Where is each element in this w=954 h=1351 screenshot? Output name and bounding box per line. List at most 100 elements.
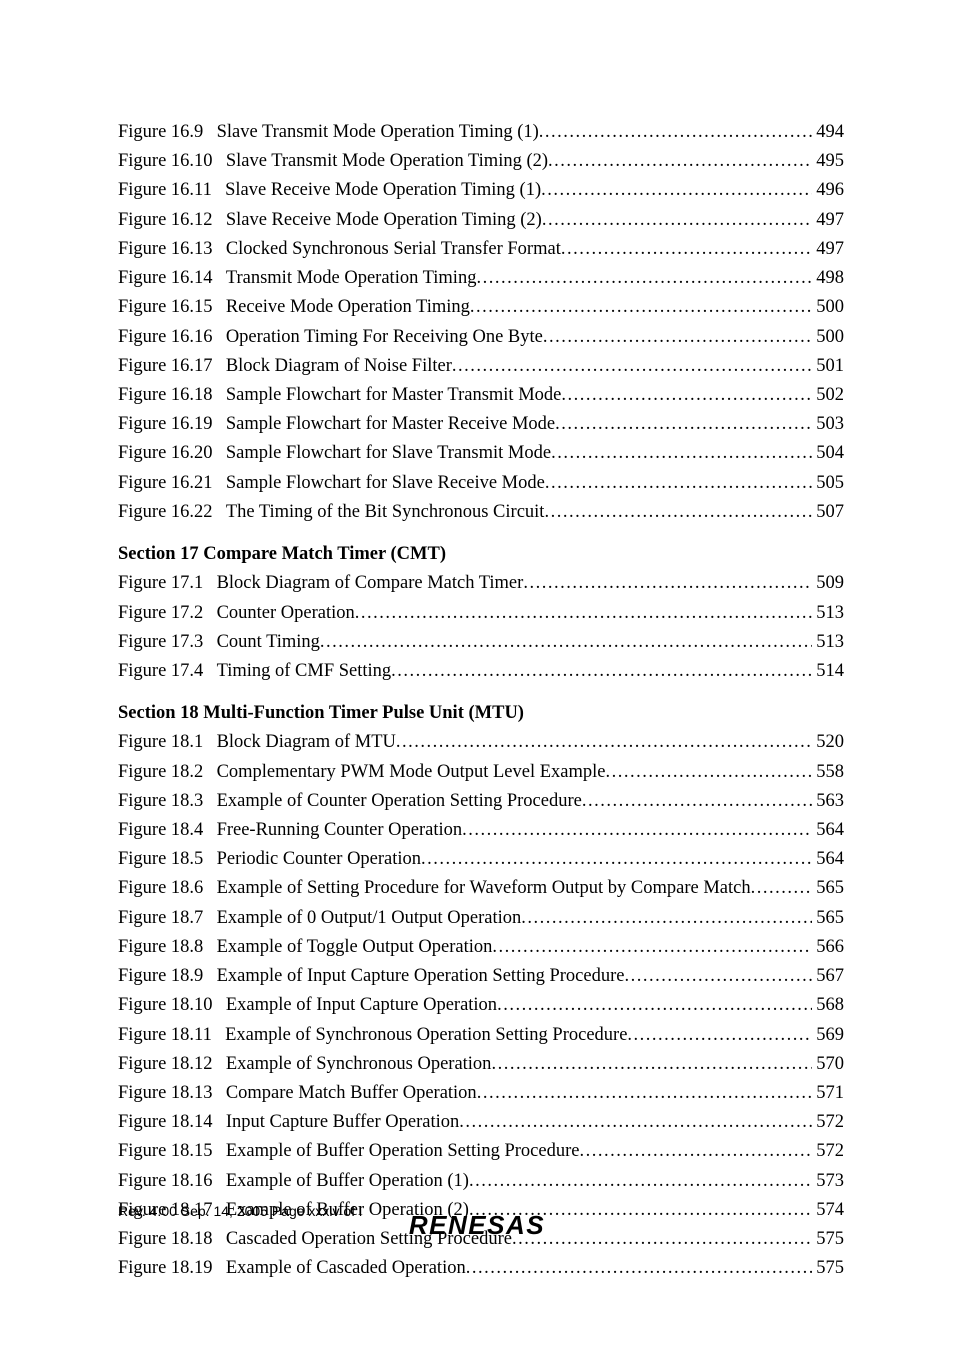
toc-leader-dots [751, 874, 813, 903]
toc-entry-label: Figure 16.9 [118, 118, 217, 147]
toc-entry-label: Figure 18.19 [118, 1254, 226, 1283]
toc-leader-dots [459, 1108, 812, 1137]
toc-leader-dots [497, 991, 812, 1020]
toc-entry-page: 495 [812, 147, 844, 176]
toc-leader-dots [355, 599, 812, 628]
toc-entry-page: 568 [812, 991, 844, 1020]
toc-entry-label: Figure 18.7 [118, 904, 217, 933]
toc-entry-page: 573 [812, 1167, 844, 1196]
toc-entry-page: 572 [812, 1137, 844, 1166]
toc-entry-title: Example of Setting Procedure for Wavefor… [217, 874, 751, 903]
toc-entry: Figure 18.19 Example of Cascaded Operati… [118, 1254, 844, 1283]
toc-entry: Figure 18.14 Input Capture Buffer Operat… [118, 1108, 844, 1137]
toc-leader-dots [523, 569, 812, 598]
toc-entry-title: Sample Flowchart for Master Receive Mode [226, 410, 555, 439]
toc-entry-page: 505 [812, 469, 844, 498]
toc-entry-title: Example of Counter Operation Setting Pro… [217, 787, 582, 816]
toc-entry-label: Figure 18.15 [118, 1137, 226, 1166]
toc-entry-page: 570 [812, 1050, 844, 1079]
toc-entry-page: 558 [812, 758, 844, 787]
toc-entry: Figure 18.5 Periodic Counter Operation56… [118, 845, 844, 874]
toc-entry-label: Figure 16.14 [118, 264, 226, 293]
toc-entry-title: Example of Buffer Operation Setting Proc… [226, 1137, 580, 1166]
toc-leader-dots [421, 845, 812, 874]
toc-entry-title: Example of 0 Output/1 Output Operation [217, 904, 522, 933]
toc-entry-label: Figure 18.18 [118, 1225, 226, 1254]
toc-entry-page: 575 [812, 1254, 844, 1283]
toc-entry-title: Block Diagram of Noise Filter [226, 352, 452, 381]
toc-entry: Figure 18.1 Block Diagram of MTU520 [118, 728, 844, 757]
toc-entry: Figure 16.9 Slave Transmit Mode Operatio… [118, 118, 844, 147]
toc-entry: Figure 18.16 Example of Buffer Operation… [118, 1167, 844, 1196]
toc-leader-dots [539, 118, 812, 147]
toc-entry-title: Clocked Synchronous Serial Transfer Form… [226, 235, 561, 264]
toc-entry: Figure 17.4 Timing of CMF Setting514 [118, 657, 844, 686]
toc-entry-label: Figure 17.2 [118, 599, 217, 628]
toc-leader-dots [469, 1167, 812, 1196]
toc-entry-label: Figure 18.3 [118, 787, 217, 816]
toc-entry: Figure 18.15 Example of Buffer Operation… [118, 1137, 844, 1166]
toc-entry-label: Figure 18.2 [118, 758, 217, 787]
toc-entry: Figure 18.12 Example of Synchronous Oper… [118, 1050, 844, 1079]
toc-entry: Figure 18.10 Example of Input Capture Op… [118, 991, 844, 1020]
toc-leader-dots [320, 628, 812, 657]
toc-entry-title: Receive Mode Operation Timing [226, 293, 470, 322]
toc-entry-page: 494 [812, 118, 844, 147]
toc-entry-title: Free-Running Counter Operation [217, 816, 463, 845]
toc-entry-page: 569 [812, 1021, 844, 1050]
toc-entry-page: 509 [812, 569, 844, 598]
toc-entry-label: Figure 18.8 [118, 933, 217, 962]
toc-entry: Figure 17.3 Count Timing513 [118, 628, 844, 657]
toc-entry: Figure 16.17 Block Diagram of Noise Filt… [118, 352, 844, 381]
toc-entry-label: Figure 18.1 [118, 728, 217, 757]
toc-entry: Figure 18.3 Example of Counter Operation… [118, 787, 844, 816]
table-of-contents: Figure 16.9 Slave Transmit Mode Operatio… [118, 118, 844, 1284]
section-heading: Section 17 Compare Match Timer (CMT) [118, 540, 844, 569]
toc-entry-page: 571 [812, 1079, 844, 1108]
toc-entry-title: The Timing of the Bit Synchronous Circui… [226, 498, 545, 527]
toc-leader-dots [582, 787, 812, 816]
toc-entry-title: Example of Input Capture Operation Setti… [217, 962, 625, 991]
toc-entry-title: Transmit Mode Operation Timing [226, 264, 477, 293]
toc-leader-dots [606, 758, 813, 787]
toc-entry-page: 507 [812, 498, 844, 527]
toc-entry-title: Sample Flowchart for Slave Transmit Mode [226, 439, 551, 468]
toc-entry-page: 567 [812, 962, 844, 991]
toc-entry-label: Figure 16.11 [118, 176, 225, 205]
toc-entry-title: Block Diagram of MTU [217, 728, 396, 757]
toc-entry-label: Figure 18.13 [118, 1079, 226, 1108]
toc-entry: Figure 16.22 The Timing of the Bit Synch… [118, 498, 844, 527]
toc-entry-label: Figure 16.10 [118, 147, 226, 176]
toc-entry: Figure 17.1 Block Diagram of Compare Mat… [118, 569, 844, 598]
renesas-logo: RENESAS [409, 1210, 545, 1241]
toc-entry-title: Input Capture Buffer Operation [226, 1108, 459, 1137]
toc-entry-title: Counter Operation [217, 599, 355, 628]
toc-entry-page: 564 [812, 845, 844, 874]
toc-entry-page: 500 [812, 293, 844, 322]
toc-leader-dots [491, 1050, 812, 1079]
toc-leader-dots [521, 904, 812, 933]
toc-entry-label: Figure 16.17 [118, 352, 226, 381]
toc-entry-label: Figure 17.3 [118, 628, 217, 657]
toc-entry-label: Figure 18.10 [118, 991, 226, 1020]
toc-leader-dots [391, 657, 812, 686]
toc-leader-dots [452, 352, 812, 381]
toc-entry-label: Figure 16.20 [118, 439, 226, 468]
toc-entry: Figure 16.10 Slave Transmit Mode Operati… [118, 147, 844, 176]
toc-entry-title: Periodic Counter Operation [217, 845, 421, 874]
toc-leader-dots [548, 147, 812, 176]
toc-leader-dots [555, 410, 812, 439]
toc-entry-page: 497 [812, 235, 844, 264]
toc-entry-label: Figure 16.15 [118, 293, 226, 322]
toc-entry-title: Example of Toggle Output Operation [217, 933, 493, 962]
toc-entry-page: 501 [812, 352, 844, 381]
toc-entry-label: Figure 18.14 [118, 1108, 226, 1137]
toc-leader-dots [579, 1137, 812, 1166]
toc-entry-page: 514 [812, 657, 844, 686]
toc-entry-title: Timing of CMF Setting [217, 657, 392, 686]
toc-entry-page: 503 [812, 410, 844, 439]
toc-leader-dots [551, 439, 812, 468]
toc-entry-page: 574 [812, 1196, 844, 1225]
toc-entry: Figure 18.9 Example of Input Capture Ope… [118, 962, 844, 991]
toc-entry-page: 572 [812, 1108, 844, 1137]
